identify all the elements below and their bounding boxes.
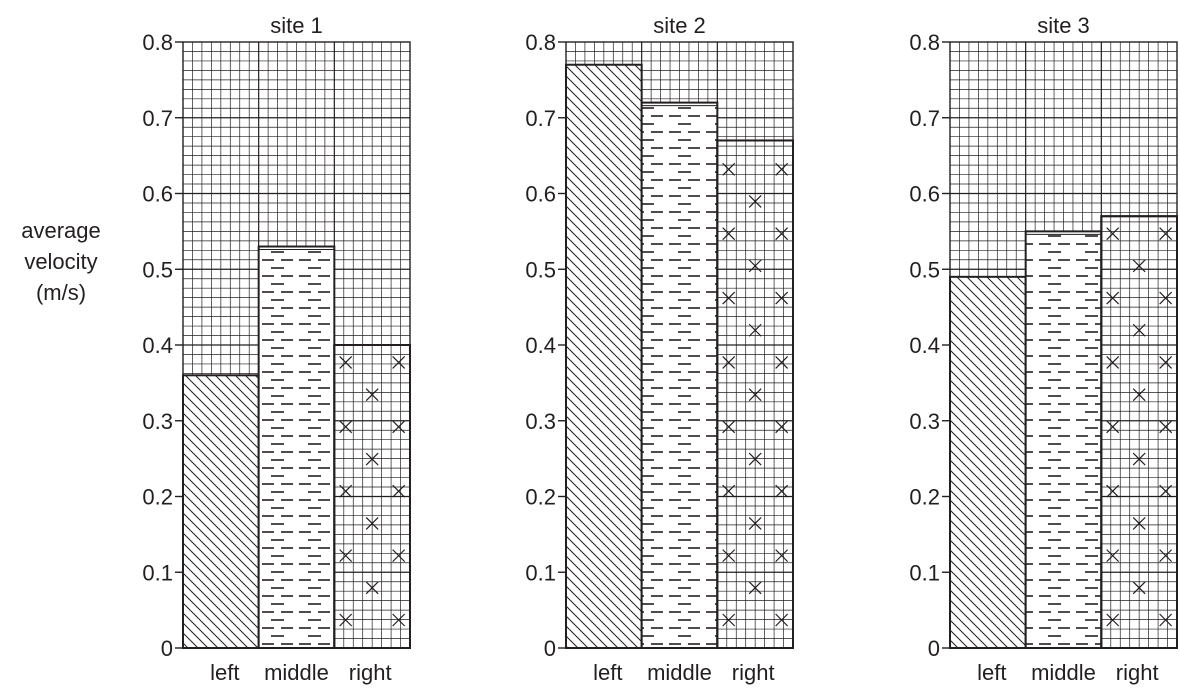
y-tick-label: 0 xyxy=(161,636,173,661)
y-axis-label: (m/s) xyxy=(36,280,86,305)
x-tick-label: right xyxy=(732,660,775,685)
y-tick-label: 0.8 xyxy=(525,30,556,55)
y-tick-label: 0.2 xyxy=(525,485,556,510)
y-tick-label: 0.1 xyxy=(142,560,173,585)
y-tick-label: 0.1 xyxy=(525,560,556,585)
chart-panel-2: 0 0.1 0.2 0.3 0.4 0.5 0.6 0.7 0.8 site 2 left middl… xyxy=(525,13,794,685)
bar-left xyxy=(565,63,643,650)
bar-middle xyxy=(1024,230,1103,649)
x-tick-label: right xyxy=(349,660,392,685)
chart-panel-1: 0 0.1 0.2 0.3 0.4 0.5 0.6 0.7 0.8 site 1 left middl… xyxy=(21,13,412,685)
y-tick-label: 0.4 xyxy=(142,333,173,358)
y-tick-label: 0.5 xyxy=(525,257,556,282)
chart-title: site 2 xyxy=(653,13,706,38)
y-tick-label: 0.2 xyxy=(142,485,173,510)
y-tick-label: 0.3 xyxy=(142,409,173,434)
bar-left xyxy=(949,275,1027,649)
cross-markers xyxy=(717,140,793,648)
y-tick-label: 0.1 xyxy=(909,560,940,585)
chart-panel-3: 0 0.1 0.2 0.3 0.4 0.5 0.6 0.7 0.8 site 3 left middl… xyxy=(909,13,1179,685)
y-tick-label: 0.6 xyxy=(525,182,556,207)
y-tick-label: 0.4 xyxy=(909,333,940,358)
y-axis-label: average xyxy=(21,218,101,243)
y-tick-label: 0.8 xyxy=(909,30,940,55)
y-tick-label: 0.7 xyxy=(525,106,556,131)
y-tick-label: 0.6 xyxy=(142,182,173,207)
bar-left xyxy=(182,374,260,649)
x-tick-label: left xyxy=(977,660,1006,685)
x-tick-label: middle xyxy=(647,660,712,685)
y-tick-label: 0.7 xyxy=(909,106,940,131)
y-tick-label: 0.6 xyxy=(909,182,940,207)
y-tick-label: 0.4 xyxy=(525,333,556,358)
x-tick-label: middle xyxy=(264,660,329,685)
y-tick-label: 0.3 xyxy=(525,409,556,434)
x-tick-label: left xyxy=(210,660,239,685)
cross-markers xyxy=(1101,216,1177,648)
y-tick-label: 0.5 xyxy=(909,257,940,282)
x-tick-label: right xyxy=(1116,660,1159,685)
y-tick-label: 0.8 xyxy=(142,30,173,55)
y-tick-label: 0.5 xyxy=(142,257,173,282)
x-tick-label: middle xyxy=(1031,660,1096,685)
y-tick-label: 0 xyxy=(928,636,940,661)
chart-title: site 1 xyxy=(270,13,323,38)
chart-title: site 3 xyxy=(1037,13,1090,38)
y-tick-label: 0.3 xyxy=(909,409,940,434)
y-tick-label: 0 xyxy=(544,636,556,661)
y-tick-label: 0.7 xyxy=(142,106,173,131)
cross-markers xyxy=(334,345,410,648)
bar-middle xyxy=(257,245,336,649)
bar-middle xyxy=(640,101,719,650)
x-tick-label: left xyxy=(593,660,622,685)
y-axis-label: velocity xyxy=(24,249,97,274)
y-tick-label: 0.2 xyxy=(909,485,940,510)
